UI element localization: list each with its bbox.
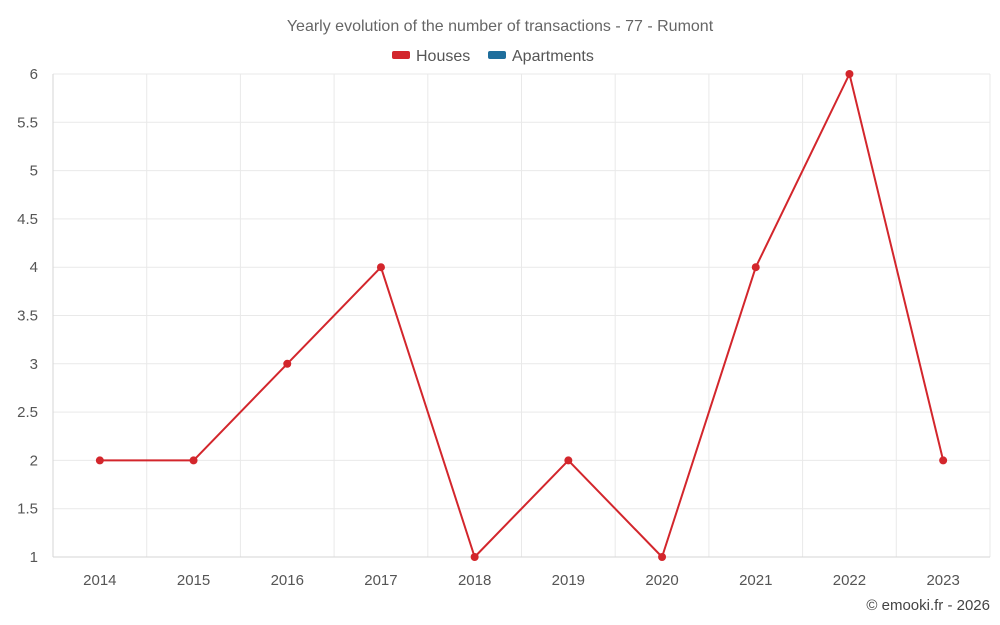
x-tick-label: 2017 bbox=[364, 572, 397, 589]
x-tick-label: 2014 bbox=[83, 572, 116, 589]
y-tick-label: 3.5 bbox=[17, 308, 38, 325]
chart-title: Yearly evolution of the number of transa… bbox=[287, 18, 714, 35]
y-tick-label: 3 bbox=[30, 356, 38, 373]
data-point[interactable] bbox=[470, 553, 479, 561]
x-tick-label: 2018 bbox=[458, 572, 491, 589]
data-point[interactable] bbox=[939, 456, 948, 465]
legend-label-apartments: Apartments bbox=[512, 48, 594, 65]
data-point[interactable] bbox=[658, 553, 667, 561]
x-tick-label: 2022 bbox=[833, 572, 866, 589]
x-tick-label: 2023 bbox=[926, 572, 959, 589]
legend-swatch-houses bbox=[392, 51, 410, 59]
y-tick-label: 1.5 bbox=[17, 501, 38, 518]
y-tick-label: 4 bbox=[30, 259, 38, 276]
data-point[interactable] bbox=[376, 263, 385, 272]
series-line-houses bbox=[99, 73, 945, 558]
credit-text: © emooki.fr - 2026 bbox=[866, 597, 990, 614]
x-tick-label: 2015 bbox=[177, 572, 210, 589]
x-axis-ticks: 2014 2015 2016 2017 2018 2019 2020 2021 2022 2023 bbox=[83, 572, 960, 589]
y-tick-label: 2 bbox=[30, 452, 38, 469]
grid bbox=[52, 73, 991, 558]
x-tick-label: 2019 bbox=[552, 572, 585, 589]
data-point[interactable] bbox=[751, 263, 760, 272]
legend-item-apartments[interactable]: Apartments bbox=[488, 48, 594, 65]
y-tick-label: 6 bbox=[30, 66, 38, 83]
y-tick-label: 2.5 bbox=[17, 404, 38, 421]
y-tick-label: 4.5 bbox=[17, 211, 38, 228]
legend-item-houses[interactable]: Houses bbox=[392, 48, 470, 65]
y-tick-label: 5.5 bbox=[17, 114, 38, 131]
series-houses bbox=[95, 70, 948, 561]
y-tick-label: 5 bbox=[30, 163, 38, 180]
data-point[interactable] bbox=[189, 456, 198, 465]
y-axis-ticks: 1 1.5 2 2.5 3 3.5 4 4.5 5 5.5 6 bbox=[17, 66, 38, 566]
data-point[interactable] bbox=[95, 456, 104, 465]
y-tick-label: 1 bbox=[30, 549, 38, 566]
legend: Houses Apartments bbox=[392, 48, 594, 65]
data-point[interactable] bbox=[283, 359, 292, 368]
x-tick-label: 2016 bbox=[271, 572, 304, 589]
legend-label-houses: Houses bbox=[416, 48, 470, 65]
legend-swatch-apartments bbox=[488, 51, 506, 59]
x-tick-label: 2021 bbox=[739, 572, 772, 589]
x-tick-label: 2020 bbox=[645, 572, 678, 589]
data-point[interactable] bbox=[564, 456, 573, 465]
data-point[interactable] bbox=[845, 70, 854, 78]
